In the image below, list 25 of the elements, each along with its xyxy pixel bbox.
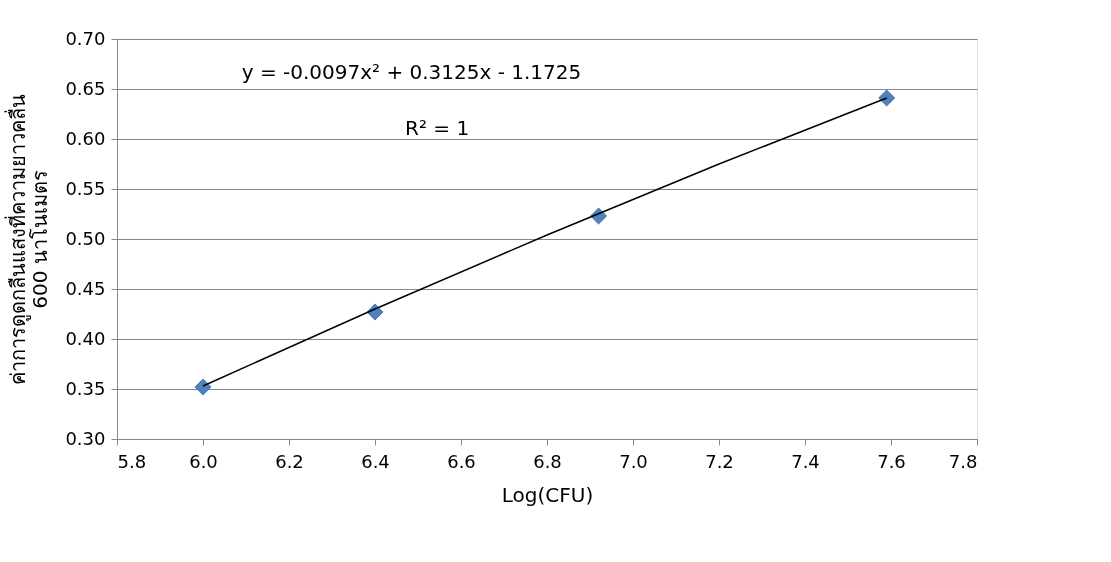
x-tick-label: 7.2 — [705, 450, 734, 472]
y-tick-label: 0.60 — [65, 127, 106, 149]
y-axis-title: ค่าการดูดกลืนแสงที่ความยาวคลื่น 600 นาโนเมตร — [4, 94, 53, 385]
y-tick-label: 0.45 — [65, 277, 106, 299]
x-tick-label: 7.6 — [877, 450, 906, 472]
point — [194, 378, 212, 396]
y-tick-label: 0.55 — [65, 177, 106, 199]
x-tick-label: 6.2 — [275, 450, 304, 472]
y-tick-label: 0.35 — [65, 377, 106, 399]
annotation: R² = 1 — [405, 116, 470, 140]
y-tick-label: 0.70 — [65, 27, 106, 49]
x-tick-label: 6.6 — [447, 450, 476, 472]
y-tick-label: 0.40 — [65, 327, 106, 349]
x-tick-label: 7.8 — [948, 450, 978, 472]
x-tick-label: 6.0 — [189, 450, 218, 472]
x-tick-label: 6.8 — [533, 450, 562, 472]
x-axis-title: Log(CFU) — [501, 482, 594, 507]
y-tick-label: 0.50 — [65, 227, 106, 249]
y-tick-label: 0.65 — [65, 77, 106, 99]
y-tick-label: 0.30 — [65, 427, 106, 449]
x-tick-label: 7.4 — [791, 450, 820, 472]
x-tick-label: 5.8 — [117, 450, 147, 472]
annotation: y = -0.0097x² + 0.3125x - 1.1725 — [241, 60, 582, 84]
x-tick-label: 6.4 — [361, 450, 390, 472]
x-tick-label: 7.0 — [619, 450, 648, 472]
